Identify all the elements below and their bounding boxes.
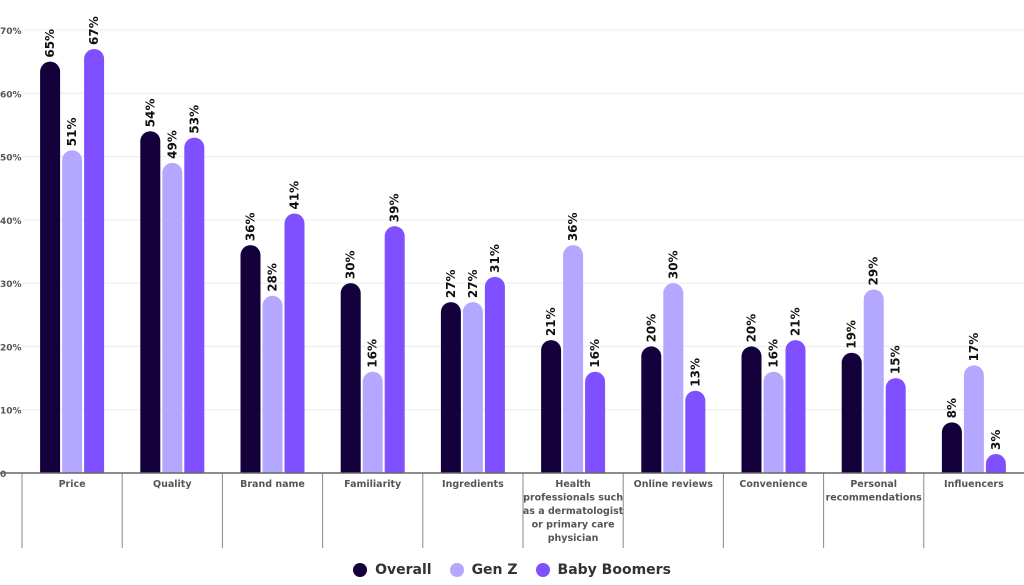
x-tick-label: or primary care	[532, 520, 615, 531]
bar	[440, 302, 461, 473]
x-tick-label: Familiarity	[344, 479, 402, 490]
legend-label: Overall	[375, 562, 432, 578]
bar	[963, 365, 984, 473]
y-tick-label: 60%	[0, 90, 22, 100]
x-tick-label: Ingredients	[442, 479, 504, 490]
bar	[362, 371, 383, 473]
data-label: 3%	[989, 430, 1003, 450]
legend-item-gen-z: Gen Z	[449, 562, 518, 578]
data-label: 39%	[388, 193, 402, 222]
bar	[262, 295, 283, 473]
data-label: 28%	[266, 263, 280, 292]
data-label: 20%	[745, 314, 759, 343]
legend-swatch	[535, 563, 550, 577]
legend: Overall Gen Z Baby Boomers	[0, 562, 1024, 578]
bar	[541, 340, 562, 473]
data-label: 16%	[588, 339, 602, 368]
bar	[685, 390, 706, 473]
bar	[240, 245, 261, 473]
bar	[885, 378, 906, 473]
data-label: 13%	[688, 358, 702, 387]
data-label: 17%	[967, 333, 981, 362]
bar	[841, 352, 862, 473]
data-label: 16%	[767, 339, 781, 368]
data-label: 20%	[644, 314, 658, 343]
bar	[763, 371, 784, 473]
data-label: 53%	[187, 105, 201, 134]
data-label: 16%	[366, 339, 380, 368]
y-tick-label: 50%	[0, 154, 22, 164]
data-label: 29%	[867, 257, 881, 286]
data-label: 49%	[165, 130, 179, 159]
bar	[184, 137, 205, 474]
data-label: 51%	[65, 118, 79, 147]
x-tick-label: Online reviews	[634, 479, 714, 490]
y-tick-label: 30%	[0, 280, 22, 290]
bar	[84, 48, 105, 473]
bar	[462, 302, 483, 473]
y-tick-label: 20%	[0, 343, 22, 353]
bar	[284, 213, 305, 474]
x-tick-label: Quality	[153, 479, 192, 490]
bar	[741, 346, 762, 473]
data-label: 41%	[288, 181, 302, 210]
bar	[585, 371, 606, 473]
bar	[62, 150, 83, 473]
data-label: 8%	[945, 398, 959, 418]
x-tick-label: Health	[555, 479, 591, 490]
bar	[484, 276, 505, 473]
y-tick-label: 70%	[0, 27, 22, 37]
y-tick-label: 40%	[0, 217, 22, 227]
bar	[340, 283, 361, 473]
data-label: 21%	[544, 307, 558, 336]
data-label: 31%	[488, 244, 502, 273]
bar	[40, 61, 61, 474]
data-label: 27%	[444, 269, 458, 298]
legend-swatch	[353, 563, 368, 577]
legend-item-baby-boomers: Baby Boomers	[535, 562, 671, 578]
x-tick-label: Convenience	[739, 479, 807, 490]
bar	[863, 289, 884, 473]
bar	[641, 346, 662, 473]
bar	[785, 340, 806, 473]
x-tick-label: physician	[548, 533, 599, 544]
bar	[941, 422, 962, 473]
data-label: 27%	[466, 269, 480, 298]
bar	[563, 245, 584, 473]
x-tick-label: as a dermatologist	[523, 506, 624, 517]
data-label: 19%	[845, 320, 859, 349]
bar	[384, 226, 405, 473]
data-label: 54%	[143, 99, 157, 128]
bar	[140, 131, 161, 473]
x-tick-label: recommendations	[826, 493, 923, 504]
data-label: 36%	[566, 212, 580, 241]
x-tick-label: Personal	[850, 479, 897, 490]
data-label: 21%	[789, 307, 803, 336]
bar	[162, 162, 183, 473]
x-tick-label: Price	[59, 479, 86, 490]
data-label: 30%	[344, 250, 358, 279]
data-label: 67%	[87, 16, 101, 45]
bar	[663, 283, 684, 473]
data-label: 65%	[43, 29, 57, 58]
data-label: 15%	[889, 345, 903, 374]
y-tick-label: 10%	[0, 407, 22, 417]
x-tick-label: Influencers	[944, 479, 1004, 490]
x-tick-label: Brand name	[240, 479, 305, 490]
data-label: 36%	[244, 212, 258, 241]
legend-swatch	[449, 563, 464, 577]
legend-label: Baby Boomers	[557, 562, 671, 578]
bar-chart: 0 10% 20% 30% 40% 50% 60% 70% 65% 51% 67% Price 54% 4…	[0, 16, 1024, 548]
y-tick-label: 0	[0, 470, 6, 480]
legend-label: Gen Z	[471, 562, 518, 578]
bar	[985, 454, 1006, 473]
legend-item-overall: Overall	[353, 562, 432, 578]
data-label: 30%	[666, 250, 680, 279]
x-tick-label: professionals such	[523, 493, 623, 504]
